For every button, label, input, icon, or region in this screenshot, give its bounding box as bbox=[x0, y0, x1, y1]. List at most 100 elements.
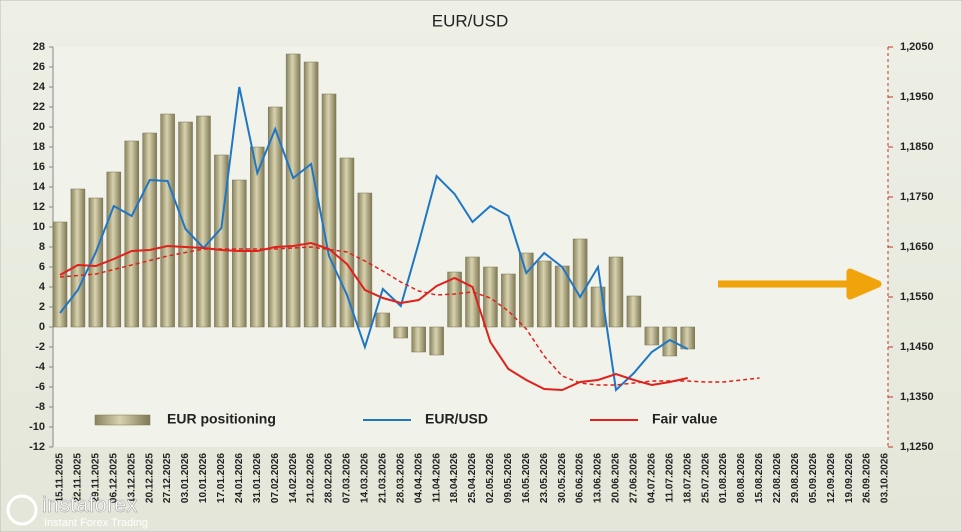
annotation-arrow bbox=[718, 268, 882, 300]
x-tick-label: 06.12.2025 bbox=[108, 453, 119, 503]
bar bbox=[357, 192, 373, 328]
x-tick-label: 15.11.2025 bbox=[55, 453, 66, 503]
x-tick-label: 20.12.2025 bbox=[144, 453, 155, 503]
x-tick-label: 18.07.2026 bbox=[682, 453, 693, 503]
x-tick-label: 13.12.2025 bbox=[126, 453, 137, 503]
y2-tick-label: 1,1250 bbox=[900, 441, 934, 453]
x-tick-label: 19.09.2026 bbox=[844, 453, 855, 503]
x-tick-label: 12.09.2026 bbox=[826, 453, 837, 503]
bar bbox=[70, 188, 86, 328]
y-tick-label: 28 bbox=[33, 41, 45, 53]
bar bbox=[375, 312, 391, 328]
y2-tick-label: 1,1550 bbox=[900, 291, 934, 303]
x-tick-label: 21.03.2026 bbox=[377, 453, 388, 503]
bar bbox=[285, 53, 301, 328]
x-tick-label: 23.05.2026 bbox=[539, 453, 550, 503]
y-tick-label: -10 bbox=[29, 421, 45, 433]
y-tick-label: 14 bbox=[33, 181, 46, 193]
y2-tick-label: 1,1850 bbox=[900, 141, 934, 153]
legend-label: Fair value bbox=[652, 411, 718, 427]
bar bbox=[429, 326, 444, 356]
y-tick-label: 12 bbox=[33, 201, 45, 213]
x-tick-label: 30.05.2026 bbox=[557, 453, 568, 503]
y2-tick-label: 1,2050 bbox=[900, 41, 934, 53]
bar bbox=[106, 171, 122, 328]
bar bbox=[393, 326, 409, 339]
x-tick-label: 20.06.2026 bbox=[611, 453, 622, 503]
watermark: instaforex Instant Forex Trading bbox=[6, 492, 148, 529]
bar bbox=[519, 252, 534, 328]
bar bbox=[501, 273, 516, 328]
dashed-line bbox=[59, 246, 760, 386]
bar bbox=[411, 326, 426, 353]
y-tick-label: -4 bbox=[35, 361, 46, 373]
x-tick-label: 07.03.2026 bbox=[342, 453, 353, 503]
x-tick-label: 14.02.2026 bbox=[288, 453, 299, 503]
bar bbox=[196, 115, 211, 328]
x-tick-label: 25.04.2026 bbox=[467, 453, 478, 503]
line bbox=[59, 86, 689, 393]
y2-tick-label: 1,1450 bbox=[900, 341, 934, 353]
bar bbox=[321, 93, 337, 328]
bar bbox=[267, 106, 283, 328]
y-tick-label: 0 bbox=[39, 321, 45, 333]
y-tick-label: 22 bbox=[33, 101, 45, 113]
x-tick-label: 22.08.2026 bbox=[772, 453, 783, 503]
bar bbox=[178, 121, 193, 328]
bar bbox=[250, 146, 265, 328]
legend-label: EUR positioning bbox=[167, 411, 276, 427]
x-tick-label: 11.04.2026 bbox=[431, 453, 442, 503]
y-tick-label: 10 bbox=[33, 221, 45, 233]
y-tick-label: -8 bbox=[35, 401, 45, 413]
x-tick-label: 29.08.2026 bbox=[790, 453, 801, 503]
bar bbox=[608, 256, 624, 328]
watermark-brand: instaforex bbox=[42, 492, 137, 517]
bar bbox=[626, 295, 642, 328]
y-tick-label: 6 bbox=[39, 261, 45, 273]
x-tick-label: 10.01.2026 bbox=[198, 453, 209, 503]
y2-tick-label: 1,1350 bbox=[900, 391, 934, 403]
bar bbox=[339, 157, 355, 328]
line bbox=[59, 241, 688, 392]
bar bbox=[680, 326, 695, 350]
x-tick-label: 13.06.2026 bbox=[593, 453, 604, 503]
x-tick-label: 07.02.2026 bbox=[270, 453, 281, 503]
x-tick-label: 14.03.2026 bbox=[360, 453, 371, 503]
y-tick-label: 18 bbox=[33, 141, 45, 153]
x-tick-label: 27.06.2026 bbox=[629, 453, 640, 503]
y-tick-label: 24 bbox=[33, 81, 46, 93]
y-tick-label: 2 bbox=[39, 301, 45, 313]
x-tick-label: 26.09.2026 bbox=[862, 453, 873, 503]
x-tick-label: 29.11.2025 bbox=[91, 453, 102, 503]
y-tick-label: -6 bbox=[35, 381, 45, 393]
x-tick-label: 28.02.2026 bbox=[324, 453, 335, 503]
y-tick-label: 20 bbox=[33, 121, 45, 133]
bar bbox=[232, 179, 247, 328]
x-tick-label: 28.03.2026 bbox=[395, 453, 406, 503]
x-tick-label: 24.01.2026 bbox=[234, 453, 245, 503]
bar bbox=[662, 326, 678, 357]
x-tick-label: 03.01.2026 bbox=[180, 453, 191, 503]
legend-label: EUR/USD bbox=[425, 411, 488, 427]
chart-title: EUR/USD bbox=[432, 11, 509, 30]
x-tick-label: 16.05.2026 bbox=[521, 453, 532, 503]
x-tick-label: 01.08.2026 bbox=[718, 453, 729, 503]
x-tick-label: 02.05.2026 bbox=[485, 453, 496, 503]
bar bbox=[124, 140, 139, 328]
bar bbox=[483, 266, 498, 328]
bar bbox=[303, 61, 319, 328]
y-tick-label: 8 bbox=[39, 241, 45, 253]
watermark-logo bbox=[6, 494, 38, 526]
bar bbox=[214, 154, 229, 328]
y-tick-label: -12 bbox=[29, 441, 45, 453]
bar bbox=[160, 113, 175, 328]
y-tick-label: 16 bbox=[33, 161, 45, 173]
x-tick-label: 17.01.2026 bbox=[216, 453, 227, 503]
x-tick-label: 04.04.2026 bbox=[413, 453, 424, 503]
x-tick-label: 09.05.2026 bbox=[503, 453, 514, 503]
bar bbox=[465, 256, 480, 328]
bar bbox=[536, 260, 552, 328]
y-tick-label: 26 bbox=[33, 61, 45, 73]
